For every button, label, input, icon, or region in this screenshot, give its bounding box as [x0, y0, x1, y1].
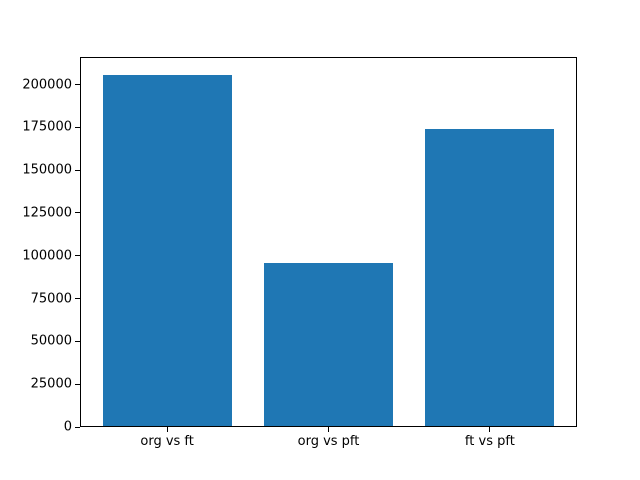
x-tick-label: ft vs pft	[464, 434, 515, 449]
y-tick-mark	[75, 84, 80, 86]
x-tick-mark	[328, 427, 329, 432]
y-tick-mark	[75, 255, 80, 257]
y-tick-mark	[75, 212, 80, 214]
x-tick-label: org vs pft	[297, 434, 360, 449]
bar-org-vs-ft	[102, 74, 232, 426]
x-tick-mark	[489, 427, 491, 432]
y-tick-label: 125000	[22, 205, 72, 221]
y-tick-mark	[75, 298, 80, 300]
bar-org-vs-pft	[263, 263, 394, 426]
y-tick-mark	[75, 340, 80, 342]
x-tick-label: org vs ft	[140, 434, 194, 449]
y-tick-mark	[75, 126, 80, 128]
y-tick-label: 150000	[22, 162, 72, 178]
y-tick-label: 50000	[30, 333, 72, 349]
y-tick-label: 25000	[30, 376, 72, 392]
x-tick-mark	[166, 427, 168, 432]
bar-ft-vs-pft	[425, 128, 555, 426]
y-tick-label: 100000	[22, 248, 72, 264]
y-tick-mark	[75, 169, 80, 171]
y-tick-mark	[75, 383, 80, 385]
y-tick-mark	[75, 426, 80, 428]
y-tick-label: 175000	[22, 119, 72, 135]
y-tick-label: 75000	[30, 291, 72, 307]
y-tick-label: 200000	[22, 77, 72, 93]
y-tick-label: 0	[63, 419, 72, 435]
